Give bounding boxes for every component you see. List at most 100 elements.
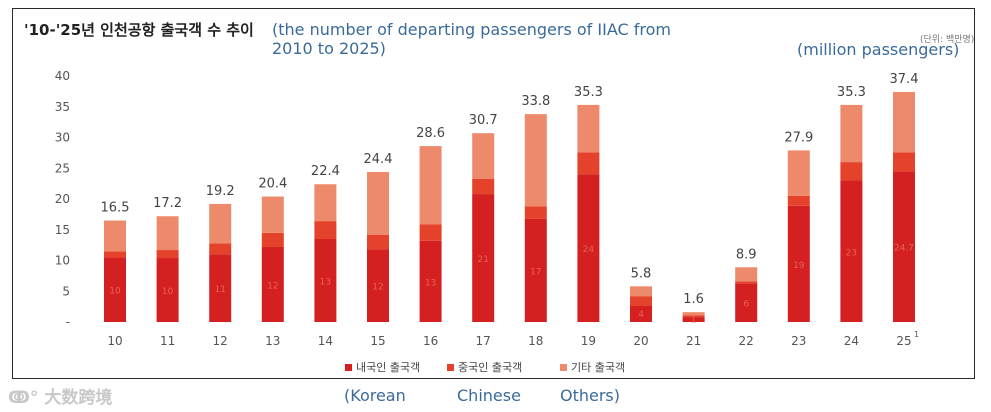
y-tick-label: 20 [55,192,70,206]
x-tick-footnote: 1 [914,330,919,339]
x-tick-label: 24 [844,334,859,348]
bar-segment-chinese [524,206,547,219]
bar-segment-korean [787,205,810,322]
bar-total-label: 1.6 [683,292,704,307]
chart-title: '10-'25년 인천공항 출국객 수 추이 [24,21,254,39]
bar-segment-others [314,184,337,222]
legend-label: 중국인 출국객 [458,361,522,374]
bar-total-label: 28.6 [416,126,445,141]
bar-inner-label: 23 [846,248,857,258]
bar-inner-label: 12 [372,283,383,293]
unit-translation: (million passengers) [797,40,960,59]
bar-segment-chinese [840,162,863,181]
bar-total-label: 24.4 [364,152,393,167]
legend-translation-chinese: Chinese [457,386,521,405]
x-tick-label: 11 [160,334,175,348]
bar-total-label: 35.3 [837,85,866,100]
x-tick-label: 22 [739,334,754,348]
y-tick-label: 5 [62,284,70,298]
bar-segment-korean [472,194,495,322]
bar-segment-others [787,150,810,196]
x-tick-label: 12 [213,334,228,348]
y-tick-label: 25 [55,161,70,175]
bar-segment-korean [524,218,547,322]
bar-segment-others [524,114,547,207]
bar-inner-label: 12 [267,281,278,291]
bar-inner-label: 13 [425,278,436,288]
bar-inner-label: 21 [477,255,488,265]
bar-inner-label: 11 [214,285,225,295]
bar-inner-label: 10 [109,287,121,297]
bar-segment-others [367,171,389,235]
x-tick-label: 10 [107,334,122,348]
x-tick-label: 16 [423,334,438,348]
bar-segment-others [419,146,442,225]
title-translation: (the number of departing passengers of I… [272,20,671,58]
bar-segment-others [209,203,232,244]
legend-label: 내국인 출국객 [356,361,420,374]
bar-segment-chinese [735,281,758,284]
bar-total-label: 17.2 [153,196,182,211]
y-tick-label: 30 [55,131,70,145]
bar-segment-korean [419,240,442,322]
bar-segment-korean [209,254,232,322]
y-tick-label: 40 [55,69,70,83]
x-tick-label: 19 [581,334,596,348]
bar-inner-label: 24 [583,245,595,255]
bar-segment-chinese [577,152,600,175]
x-tick-label: 20 [633,334,648,348]
bar-inner-label: 13 [320,277,331,287]
bar-segment-chinese [261,232,284,247]
bar-total-label: 27.9 [784,130,813,145]
bar-inner-label: 10 [162,287,174,297]
bar-inner-label: 19 [793,261,805,271]
bar-segment-others [261,196,284,233]
bar-total-label: 37.4 [890,72,919,87]
bar-segment-korean [314,238,337,322]
bar-segment-korean [682,317,705,322]
bar-total-label: 8.9 [736,247,757,262]
watermark-logo: ↂ° 大数跨境 [8,383,112,408]
bar-segment-others [156,216,179,251]
bar-segment-korean [104,257,126,322]
x-tick-label: 14 [318,334,333,348]
bar-inner-label: 6 [743,300,749,310]
bar-segment-others [682,312,705,316]
bar-segment-chinese [787,195,810,206]
legend-swatch [560,364,567,371]
bar-segment-chinese [630,296,652,307]
bar-inner-label: 24.7 [894,244,914,254]
bar-total-label: 22.4 [311,164,340,179]
legend-swatch [447,364,454,371]
bar-segment-chinese [314,221,337,239]
bar-total-label: 33.8 [521,94,550,109]
bar-segment-korean [367,249,389,322]
x-tick-label: 13 [265,334,280,348]
y-tick-label: 10 [55,254,70,268]
bar-segment-others [735,267,758,282]
bar-segment-chinese [472,178,495,195]
legend-translation-korean: (Korean [344,386,406,405]
bar-segment-korean [630,306,652,322]
bar-segment-korean [735,283,758,322]
bar-segment-korean [156,258,179,322]
bar-segment-chinese [367,234,389,250]
bar-segment-chinese [419,224,442,241]
x-tick-label: 18 [528,334,543,348]
bar-segment-chinese [104,251,126,258]
bar-segment-korean [261,246,284,322]
bar-segment-korean [577,174,600,322]
unit-label: (단위: 백만명) [920,35,975,45]
bar-total-label: 30.7 [469,113,498,128]
bar-segment-others [630,286,652,297]
y-tick-label: 15 [55,223,70,237]
legend-translation-others: Others) [560,386,621,405]
bar-total-label: 20.4 [258,177,287,192]
bar-segment-korean [840,180,863,322]
y-tick-label: 35 [55,100,70,114]
bar-total-label: 19.2 [206,184,235,199]
x-tick-label: 25 [896,334,911,348]
bar-inner-label: 17 [530,267,541,277]
x-tick-label: 23 [791,334,806,348]
